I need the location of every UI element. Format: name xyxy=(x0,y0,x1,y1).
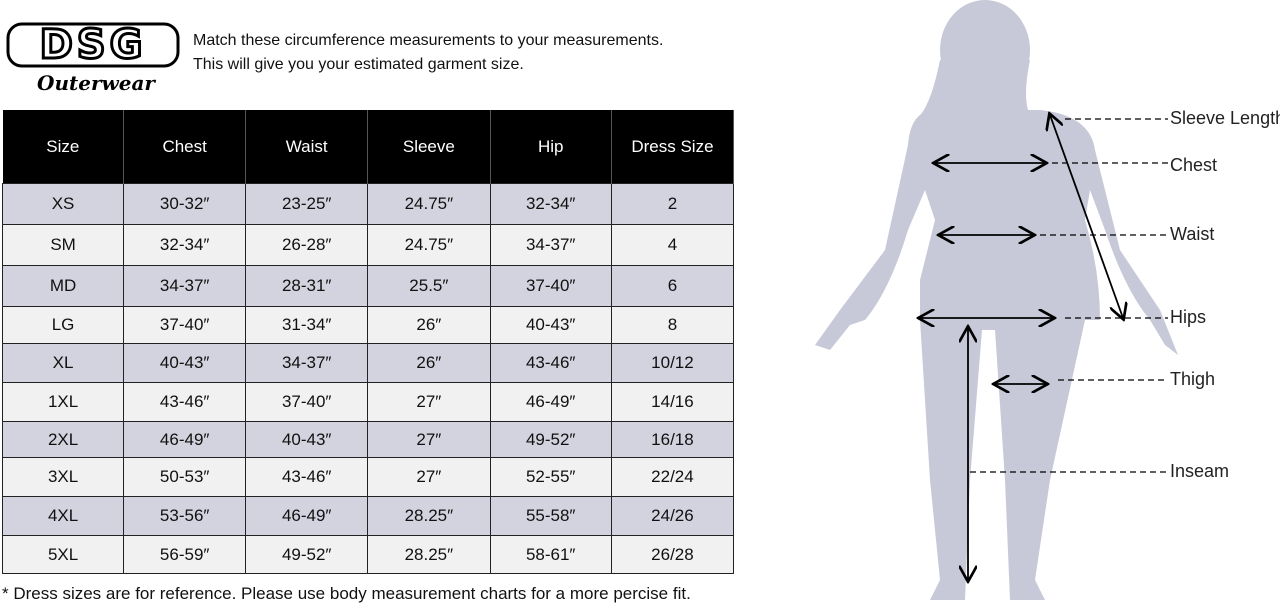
table-cell: 28.25″ xyxy=(367,535,491,574)
intro-line: Match these circumference measurements t… xyxy=(193,32,664,49)
table-cell: 37-40″ xyxy=(489,265,612,307)
table-cell: 49-52″ xyxy=(245,535,369,574)
table-row: 3XL 50-53″ 43-46″ 27″ 52-55″ 22/24 xyxy=(1,457,735,497)
table-cell: 37-40″ xyxy=(123,306,247,344)
body-figure: Sleeve Length Chest Waist Hips Thigh Inseam xyxy=(815,0,1280,600)
table-cell: 4XL xyxy=(1,496,125,536)
figure-label: Inseam xyxy=(1170,461,1229,481)
table-cell: 43-46″ xyxy=(489,343,612,383)
table-cell: 30-32″ xyxy=(123,183,247,225)
header-cell: Dress Size xyxy=(611,110,735,184)
table-row: XL 40-43″ 34-37″ 26″ 43-46″ 10/12 xyxy=(1,343,735,383)
measure-arrows xyxy=(920,115,1123,580)
table-row: 5XL 56-59″ 49-52″ 28.25″ 58-61″ 26/28 xyxy=(1,535,735,574)
table-row: 1XL 43-46″ 37-40″ 27″ 46-49″ 14/16 xyxy=(1,382,735,422)
table-cell: XS xyxy=(1,183,125,225)
intro-line: This will give you your estimated garmen… xyxy=(193,56,524,73)
figure-label: Chest xyxy=(1170,155,1217,175)
logo: DSG Outerwear xyxy=(6,22,180,95)
table-row: 4XL 53-56″ 46-49″ 28.25″ 55-58″ 24/26 xyxy=(1,496,735,536)
logo-brand: DSG xyxy=(40,22,147,68)
table-cell: XL xyxy=(1,343,125,383)
table-cell: 49-52″ xyxy=(489,421,612,458)
table-cell: 37-40″ xyxy=(245,382,369,422)
table-cell: 2 xyxy=(610,183,735,225)
table-cell: 52-55″ xyxy=(489,457,612,497)
figure-label: Sleeve Length xyxy=(1170,108,1280,128)
table-cell: 6 xyxy=(610,265,735,307)
table-cell: 27″ xyxy=(367,421,491,458)
table-cell: 26/28 xyxy=(610,535,735,574)
figure-label: Waist xyxy=(1170,224,1214,244)
header-cell: Sleeve xyxy=(367,110,491,184)
table-row: XS 30-32″ 23-25″ 24.75″ 32-34″ 2 xyxy=(1,183,735,225)
silhouette xyxy=(815,0,1178,600)
figure-label: Hips xyxy=(1170,307,1206,327)
table-cell: 24.75″ xyxy=(367,183,491,225)
table-cell: 27″ xyxy=(367,457,491,497)
table-cell: 26-28″ xyxy=(245,224,369,266)
table-cell: 1XL xyxy=(1,382,125,422)
table-cell: 31-34″ xyxy=(245,306,369,344)
table-cell: SM xyxy=(1,224,125,266)
table-cell: 28-31″ xyxy=(245,265,369,307)
table-row: LG 37-40″ 31-34″ 26″ 40-43″ 8 xyxy=(1,306,735,344)
figure-label: Thigh xyxy=(1170,369,1215,389)
table-cell: 26″ xyxy=(367,343,491,383)
table-cell: 32-34″ xyxy=(489,183,612,225)
table-row: 2XL 46-49″ 40-43″ 27″ 49-52″ 16/18 xyxy=(1,421,735,458)
table-cell: 43-46″ xyxy=(123,382,247,422)
table-cell: 5XL xyxy=(1,535,125,574)
table-cell: 3XL xyxy=(1,457,125,497)
table-row: SM 32-34″ 26-28″ 24.75″ 34-37″ 4 xyxy=(1,224,735,266)
table-row: MD 34-37″ 28-31″ 25.5″ 37-40″ 6 xyxy=(1,265,735,307)
leader-lines xyxy=(970,118,1168,473)
table-cell: 28.25″ xyxy=(367,496,491,536)
table-cell: 40-43″ xyxy=(489,306,612,344)
table-cell: 55-58″ xyxy=(489,496,612,536)
table-cell: 46-49″ xyxy=(245,496,369,536)
table-cell: 26″ xyxy=(367,306,491,344)
table-cell: 10/12 xyxy=(610,343,735,383)
header-cell: Size xyxy=(2,110,125,184)
table-cell: 34-37″ xyxy=(245,343,369,383)
size-table: Size Chest Waist Sleeve Hip Dress Size XS 30-32… xyxy=(1,110,735,574)
footnote: * Dress sizes are for reference. Please … xyxy=(2,584,691,603)
table-cell: 23-25″ xyxy=(245,183,369,225)
table-cell: 24/26 xyxy=(610,496,735,536)
table-cell: 40-43″ xyxy=(123,343,247,383)
table-cell: 56-59″ xyxy=(123,535,247,574)
table-cell: 34-37″ xyxy=(489,224,612,266)
table-cell: 24.75″ xyxy=(367,224,491,266)
table-cell: 2XL xyxy=(1,421,125,458)
table-cell: 34-37″ xyxy=(123,265,247,307)
table-cell: 27″ xyxy=(367,382,491,422)
table-cell: 14/16 xyxy=(610,382,735,422)
header-cell: Waist xyxy=(245,110,369,184)
table-cell: MD xyxy=(1,265,125,307)
table-cell: 32-34″ xyxy=(123,224,247,266)
logo-tagline: Outerwear xyxy=(37,71,156,95)
table-cell: 8 xyxy=(610,306,735,344)
header-cell: Chest xyxy=(123,110,247,184)
table-cell: 46-49″ xyxy=(489,382,612,422)
header-cell: Hip xyxy=(490,110,612,184)
table-cell: 4 xyxy=(610,224,735,266)
table-cell: 40-43″ xyxy=(245,421,369,458)
table-cell: 58-61″ xyxy=(489,535,612,574)
table-cell: 22/24 xyxy=(610,457,735,497)
table-cell: 46-49″ xyxy=(123,421,247,458)
table-cell: 43-46″ xyxy=(245,457,369,497)
table-cell: 50-53″ xyxy=(123,457,247,497)
table-cell: 25.5″ xyxy=(367,265,491,307)
table-cell: LG xyxy=(1,306,125,344)
table-cell: 16/18 xyxy=(610,421,735,458)
table-cell: 53-56″ xyxy=(123,496,247,536)
